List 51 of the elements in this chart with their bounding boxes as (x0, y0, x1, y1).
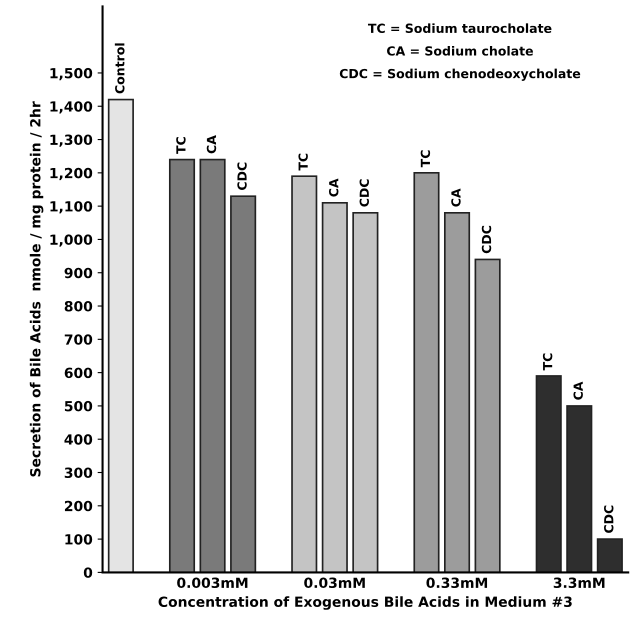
bar (200, 158, 226, 572)
y-axis-title: Secretion of Bile Acids nmole / mg protein / 2hr (30, 101, 44, 477)
y-tick-label: 700 (64, 334, 92, 345)
y-tick-label: 100 (65, 534, 92, 545)
bar (230, 195, 256, 572)
annotation: TC (542, 353, 552, 370)
annotation: TC = Sodium taurocholate (368, 23, 552, 34)
annotation: TC (176, 137, 186, 154)
annotation: CA (328, 178, 338, 197)
bar (444, 212, 470, 572)
y-tick-label: 500 (64, 400, 92, 412)
annotation: CA (206, 135, 216, 154)
bar (291, 175, 318, 572)
x-tick-label: 0.003mM (177, 578, 248, 588)
annotation: CA = Sodium cholate (387, 46, 533, 56)
y-tick-label: 1,500 (50, 68, 92, 80)
annotation: CDC (237, 162, 247, 190)
bar (108, 98, 134, 572)
y-tick-label: 1,400 (50, 101, 92, 114)
bar (413, 172, 440, 572)
y-tick-label: 0 (84, 567, 92, 578)
bar (352, 212, 378, 572)
x-tick-label: 0.33mM (426, 578, 488, 588)
annotation: CDC (360, 179, 369, 207)
x-axis-title: Concentration of Exogenous Bile Acids in Medium #3 (158, 596, 572, 610)
y-tick-label: 800 (64, 300, 92, 312)
y-tick-label: 300 (64, 467, 92, 478)
y-tick-label: 600 (64, 368, 92, 378)
y-tick-label: 200 (64, 500, 92, 512)
y-tick-label: 400 (64, 434, 92, 445)
x-tick-label: 0.03mM (304, 578, 365, 588)
y-tick-label: 1,200 (50, 168, 92, 180)
annotation: Control (114, 43, 125, 94)
annotation: CDC = Sodium chenodeoxycholate (340, 68, 580, 81)
bar (474, 258, 501, 572)
y-tick-label: 1,100 (50, 201, 92, 214)
annotation: CDC (482, 226, 492, 254)
bar (322, 202, 348, 572)
annotation: TC (420, 150, 430, 168)
bar (596, 538, 623, 572)
bar (168, 158, 196, 572)
y-tick-label: 1,300 (50, 134, 92, 147)
annotation: CDC (604, 506, 614, 533)
y-tick-label: 900 (64, 268, 92, 278)
annotation: TC (298, 154, 308, 171)
bar (536, 375, 562, 572)
bar (566, 405, 592, 572)
y-tick-label: 1,000 (50, 234, 92, 247)
annotation: CA (573, 382, 583, 400)
x-tick-label: 3.3mM (554, 578, 604, 588)
annotation: CA (451, 188, 461, 207)
